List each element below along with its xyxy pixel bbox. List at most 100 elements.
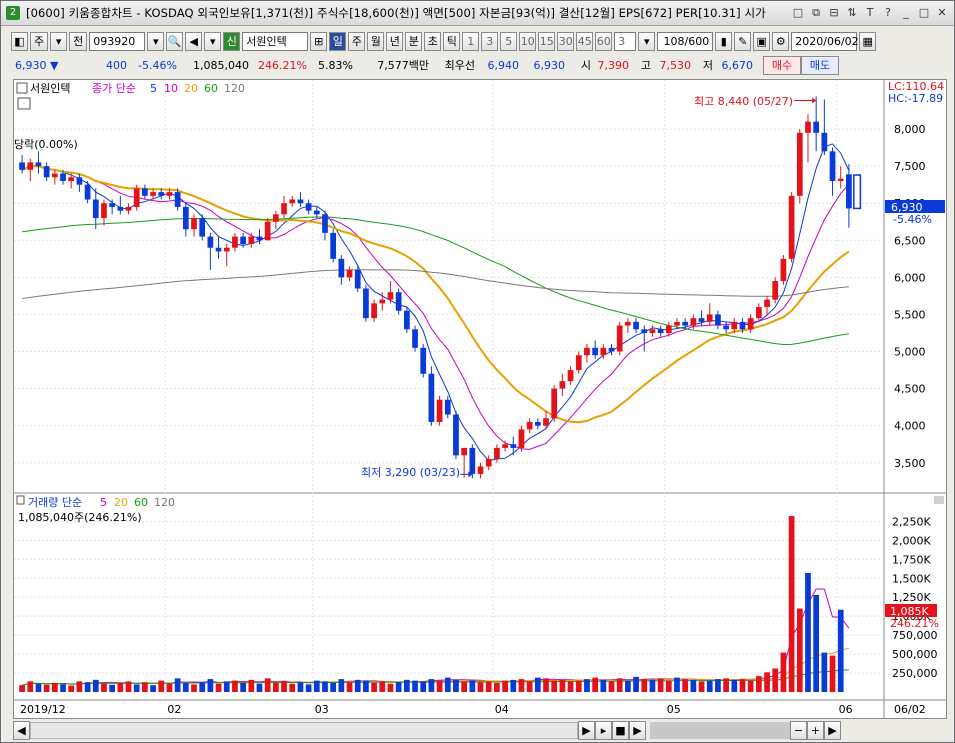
next-icon[interactable]: ▶ (629, 720, 646, 740)
interval-dropdown-icon[interactable]: ▾ (638, 31, 656, 51)
date-field[interactable]: 2020/06/02 (791, 31, 859, 51)
settings-icon[interactable]: ⊞ (310, 31, 328, 51)
period-month[interactable]: 월 (367, 31, 385, 51)
candle-body (346, 269, 353, 278)
interval-custom-input[interactable]: 3 (614, 31, 637, 51)
candle-body (330, 232, 337, 259)
candle-body (76, 177, 83, 185)
volume-bar (608, 681, 615, 692)
volume-panel-collapse-icon[interactable] (934, 496, 944, 504)
volume-menu-icon[interactable] (16, 495, 25, 505)
minimize-icon[interactable]: _ (903, 6, 909, 19)
chart-area[interactable]: 8,0007,5007,0006,5006,0005,5005,0004,500… (13, 79, 947, 719)
period-week[interactable]: 주 (348, 31, 366, 51)
ma-legend-20: 20 (184, 82, 198, 95)
close-icon[interactable]: ✕ (937, 6, 947, 19)
save-icon[interactable]: ▣ (753, 31, 771, 51)
count-field[interactable]: 108/600 (657, 31, 714, 51)
help-icon[interactable]: ? (885, 6, 891, 19)
volume-bar (690, 679, 697, 692)
panel-toggle-icon[interactable]: ◧ (11, 31, 28, 51)
interval-45[interactable]: 45 (576, 31, 594, 51)
volume-tick-label: 750,000 (892, 629, 938, 642)
volume-bar (60, 684, 66, 692)
volume-bar (526, 681, 533, 692)
prev-button[interactable]: 전 (69, 31, 88, 51)
price-tick-label: 5,500 (894, 308, 926, 321)
gear-icon[interactable]: ⚙ (772, 31, 790, 51)
period-second[interactable]: 초 (424, 31, 442, 51)
candle-body (764, 299, 770, 308)
candle-icon[interactable]: ▮ (715, 31, 733, 51)
candle-body (477, 466, 484, 474)
interval-15[interactable]: 15 (538, 31, 556, 51)
scroll-right-icon[interactable]: ▶ (824, 720, 841, 740)
price-tick-label: 8,000 (894, 123, 926, 136)
screen-icon[interactable]: □ (792, 6, 804, 19)
stock-label: 서원인텍 (30, 82, 70, 95)
volume-bar (592, 677, 598, 692)
interval-5[interactable]: 5 (500, 31, 518, 51)
candle-body (608, 347, 615, 352)
play-icon[interactable]: ▶ (578, 720, 595, 740)
arrow-dropdown-icon[interactable]: ▾ (204, 31, 222, 51)
search-icon[interactable]: 🔍 (166, 31, 184, 51)
candle-body (829, 151, 836, 181)
link-icon[interactable]: ⧉ (812, 6, 820, 19)
chart-svg[interactable]: 8,0007,5007,0006,5006,0005,5005,0004,500… (14, 80, 946, 718)
candle-body (436, 399, 443, 422)
vol-ma-legend-5: 5 (100, 496, 107, 509)
step-icon[interactable]: ▸ (595, 720, 612, 740)
code-dropdown-icon[interactable]: ▾ (147, 31, 165, 51)
period-year[interactable]: 년 (386, 31, 404, 51)
font-icon[interactable]: T (866, 6, 874, 19)
layout-icon[interactable]: ⊟ (829, 6, 839, 19)
speaker-icon[interactable]: ◀ (185, 31, 203, 51)
scroll-left-icon[interactable]: ◀ (13, 720, 30, 740)
zoom-out-icon[interactable]: − (790, 720, 807, 740)
maximize-icon[interactable]: □ (918, 6, 930, 19)
price-change-pct: -5.46% (138, 58, 177, 72)
zoom-slider[interactable] (650, 721, 790, 739)
interval-10[interactable]: 10 (519, 31, 537, 51)
interval-30[interactable]: 30 (557, 31, 575, 51)
volume-bar (346, 682, 353, 692)
price-tick-label: 6,500 (894, 234, 926, 247)
volume-bar (43, 684, 50, 692)
candle-body (600, 347, 607, 356)
type-select[interactable]: 주 (30, 31, 49, 51)
candle-body (837, 178, 844, 181)
panel-menu-icon[interactable] (16, 82, 28, 94)
current-price-marker (885, 200, 945, 213)
interval-1[interactable]: 1 (462, 31, 480, 51)
calendar-icon[interactable]: ▦ (859, 31, 877, 51)
period-tick[interactable]: 틱 (443, 31, 461, 51)
scroll-track[interactable] (30, 721, 578, 739)
interval-60[interactable]: 60 (595, 31, 613, 51)
candle-body (510, 444, 517, 448)
zoom-in-icon[interactable]: + (807, 720, 824, 740)
new-button[interactable]: 신 (223, 31, 241, 51)
volume-bar (567, 681, 574, 692)
volume-bar (264, 678, 271, 692)
candle-body (133, 188, 140, 207)
interval-3[interactable]: 3 (481, 31, 499, 51)
volume-current-label: 1,085K (890, 605, 929, 618)
sell-button[interactable]: 매도 (801, 55, 839, 75)
table-icon[interactable] (17, 97, 31, 110)
period-minute[interactable]: 분 (405, 31, 423, 51)
candle-body (240, 236, 246, 245)
low-price: 6,670 (721, 58, 754, 72)
volume-bar (600, 679, 607, 692)
quote-bar: 6,930 ▼ 400 -5.46% 1,085,040 246.21% 5.8… (1, 54, 954, 76)
draw-icon[interactable]: ✎ (734, 31, 752, 51)
candle-body (264, 221, 271, 241)
sort-icon[interactable]: ⇅ (847, 6, 857, 19)
candle-body (174, 192, 181, 207)
buy-button[interactable]: 매수 (763, 55, 801, 75)
period-day[interactable]: 일 (329, 31, 347, 51)
stock-code-input[interactable]: 093920 (89, 31, 146, 51)
stop-icon[interactable]: ■ (612, 720, 629, 740)
candle-body (182, 206, 189, 230)
type-dropdown-icon[interactable]: ▾ (50, 31, 68, 51)
